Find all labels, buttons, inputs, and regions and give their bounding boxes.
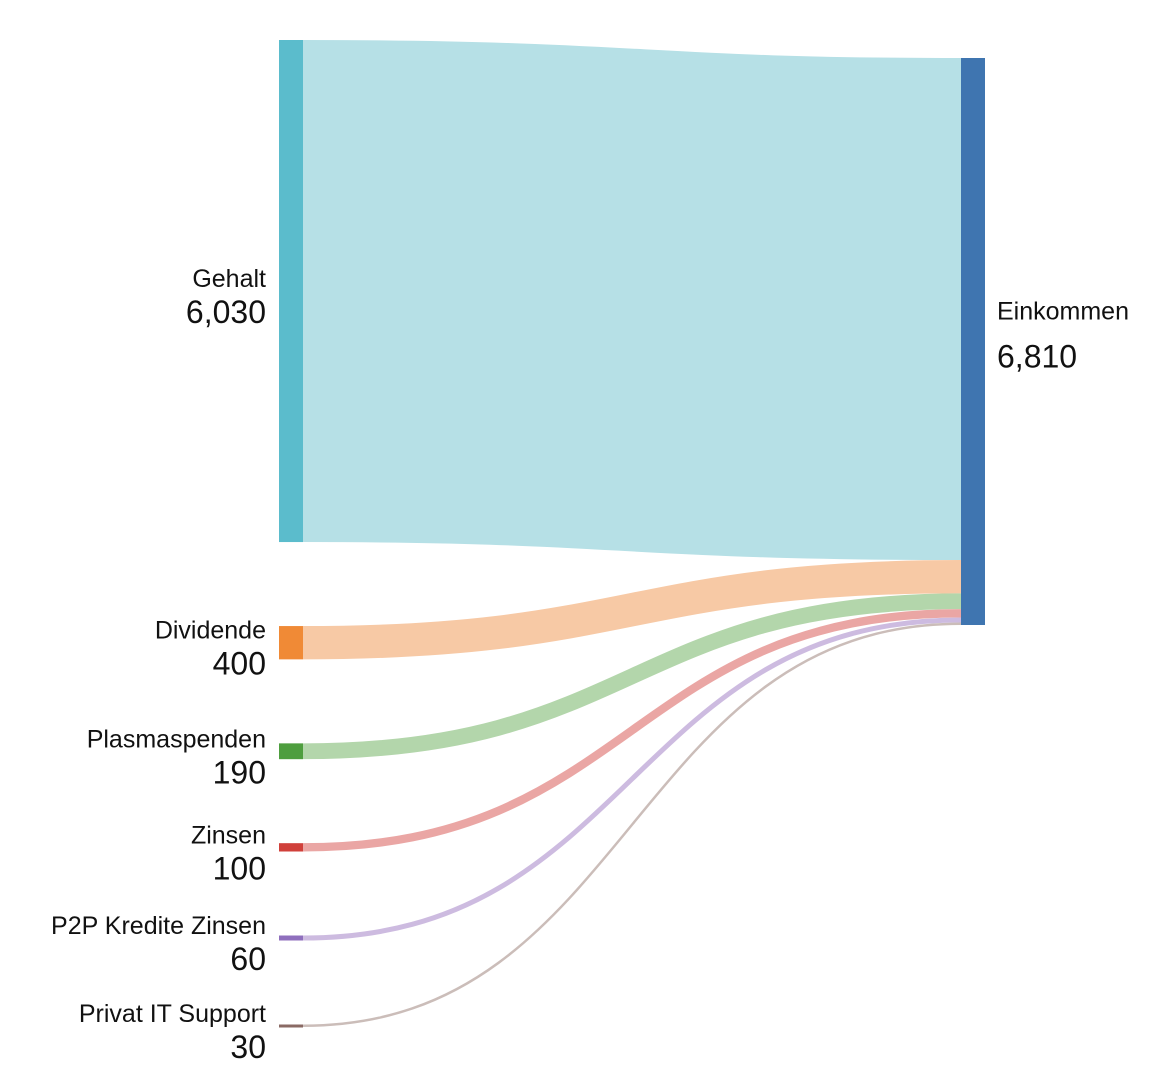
sankey-links bbox=[302, 40, 962, 1027]
sankey-nodes bbox=[279, 40, 985, 1028]
node-label-gehalt: Gehalt bbox=[192, 265, 266, 293]
node-value-p2p: 60 bbox=[230, 941, 266, 977]
node-label-zinsen: Zinsen bbox=[191, 821, 266, 849]
sankey-node-p2p bbox=[279, 935, 303, 941]
sankey-node-dividende bbox=[279, 626, 303, 660]
sankey-node-einkommen bbox=[961, 58, 985, 625]
node-label-dividende: Dividende bbox=[155, 617, 266, 645]
sankey-link-gehalt bbox=[302, 40, 962, 561]
node-label-p2p: P2P Kredite Zinsen bbox=[51, 912, 266, 940]
sankey-node-plasmaspenden bbox=[279, 743, 303, 760]
sankey-node-gehalt bbox=[279, 40, 303, 543]
node-value-einkommen: 6,810 bbox=[997, 339, 1077, 375]
sankey-link-zinsen bbox=[302, 609, 962, 852]
node-value-plasmaspenden: 190 bbox=[213, 754, 266, 790]
sankey-node-zinsen bbox=[279, 843, 303, 852]
sankey-link-dividende bbox=[302, 560, 962, 660]
node-value-gehalt: 6,030 bbox=[186, 294, 266, 330]
node-label-einkommen: Einkommen bbox=[997, 298, 1129, 326]
node-label-plasmaspenden: Plasmaspenden bbox=[87, 725, 266, 753]
sankey-link-privat_it bbox=[302, 622, 962, 1027]
node-value-dividende: 400 bbox=[213, 646, 266, 682]
sankey-node-privat_it bbox=[279, 1024, 303, 1028]
sankey-link-plasmaspenden bbox=[302, 593, 962, 760]
sankey-link-p2p bbox=[302, 617, 962, 941]
node-label-privat_it: Privat IT Support bbox=[79, 1000, 266, 1028]
node-value-zinsen: 100 bbox=[213, 850, 266, 886]
node-value-privat_it: 30 bbox=[230, 1029, 266, 1065]
